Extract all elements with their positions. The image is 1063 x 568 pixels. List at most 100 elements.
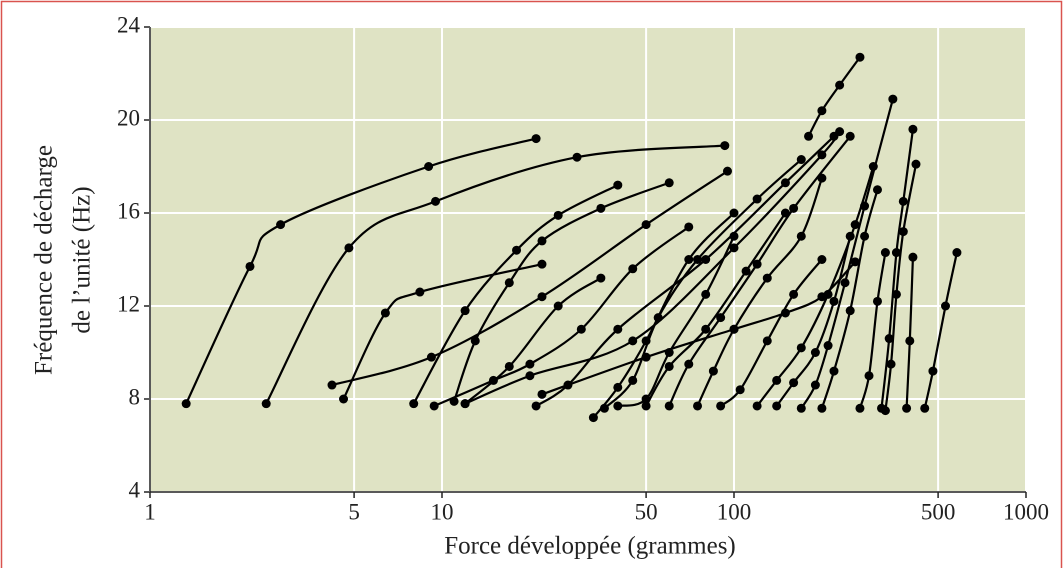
x-tick-label: 5 — [348, 499, 360, 524]
data-point — [588, 413, 598, 423]
data-point — [327, 380, 337, 390]
data-point — [911, 159, 921, 169]
data-point — [845, 131, 855, 141]
data-point — [908, 124, 918, 134]
data-point — [641, 220, 651, 230]
data-point — [872, 296, 882, 306]
data-point — [596, 203, 606, 213]
data-point — [181, 399, 191, 409]
data-point — [729, 208, 739, 218]
data-point — [693, 255, 703, 264]
data-point — [898, 227, 908, 237]
x-tick-label: 500 — [921, 499, 956, 524]
data-point — [829, 131, 839, 141]
data-point — [810, 380, 820, 390]
data-point — [460, 399, 470, 409]
data-point — [835, 80, 845, 90]
data-point — [664, 361, 674, 371]
data-point — [817, 173, 827, 183]
data-point — [902, 403, 912, 413]
y-tick-label: 4 — [129, 477, 141, 502]
data-point — [804, 131, 814, 141]
series-line — [923, 252, 958, 409]
data-point — [850, 220, 860, 230]
data-point — [553, 210, 563, 220]
data-point — [908, 252, 918, 262]
data-point — [537, 292, 547, 302]
data-point — [245, 261, 255, 271]
data-point — [817, 150, 827, 160]
data-point — [664, 348, 674, 357]
data-point — [752, 194, 762, 204]
data-point — [789, 289, 799, 299]
data-point — [898, 196, 908, 206]
data-point — [722, 166, 732, 176]
data-point — [817, 106, 827, 116]
data-point — [708, 366, 718, 376]
x-tick-label: 1 — [144, 499, 156, 524]
data-point — [940, 301, 950, 311]
series-line — [464, 277, 602, 405]
data-point — [653, 313, 663, 323]
data-point — [525, 371, 535, 381]
data-point — [823, 289, 833, 299]
data-point — [729, 231, 739, 241]
series-line — [433, 226, 690, 407]
data-point — [741, 266, 751, 276]
data-point — [641, 401, 651, 411]
data-point — [409, 399, 419, 409]
data-point — [860, 201, 870, 211]
data-point — [880, 248, 890, 258]
data-point — [701, 324, 711, 334]
data-point — [810, 348, 820, 357]
data-point — [772, 375, 782, 385]
data-point — [840, 278, 850, 288]
data-point — [380, 308, 390, 318]
data-point — [928, 366, 938, 376]
data-point — [920, 403, 930, 413]
data-point — [276, 220, 286, 230]
data-point — [415, 287, 425, 297]
data-point — [752, 259, 762, 269]
data-point — [829, 366, 839, 376]
data-point — [720, 141, 730, 151]
data-point — [735, 385, 745, 395]
data-point — [864, 371, 874, 381]
data-point — [628, 336, 638, 346]
data-point — [693, 401, 703, 411]
series-line — [807, 56, 861, 137]
x-tick-label: 1000 — [1003, 499, 1049, 524]
data-point — [684, 222, 694, 232]
data-point — [752, 401, 762, 411]
data-point — [796, 155, 806, 165]
data-point — [572, 152, 582, 162]
data-point — [553, 301, 563, 311]
data-point — [684, 359, 694, 369]
data-point — [891, 248, 901, 258]
data-point — [716, 313, 726, 323]
x-tick-label: 50 — [635, 499, 658, 524]
data-point — [729, 243, 739, 253]
axes — [149, 27, 1026, 493]
data-point — [430, 196, 440, 206]
data-point — [845, 306, 855, 316]
data-point — [613, 382, 623, 392]
data-point — [860, 231, 870, 241]
series-line — [453, 181, 670, 402]
data-point — [537, 389, 547, 399]
data-point — [596, 273, 606, 283]
data-point — [664, 178, 674, 188]
y-axis-title: Fréquence de décharge — [31, 145, 58, 375]
data-point — [886, 359, 896, 369]
data-point — [504, 361, 514, 371]
data-point — [845, 231, 855, 241]
data-point — [613, 324, 623, 334]
x-tick-label: 10 — [431, 499, 454, 524]
data-point — [470, 336, 480, 346]
data-point — [701, 255, 711, 264]
data-point — [905, 336, 915, 346]
data-point — [537, 236, 547, 246]
data-point — [884, 334, 894, 344]
